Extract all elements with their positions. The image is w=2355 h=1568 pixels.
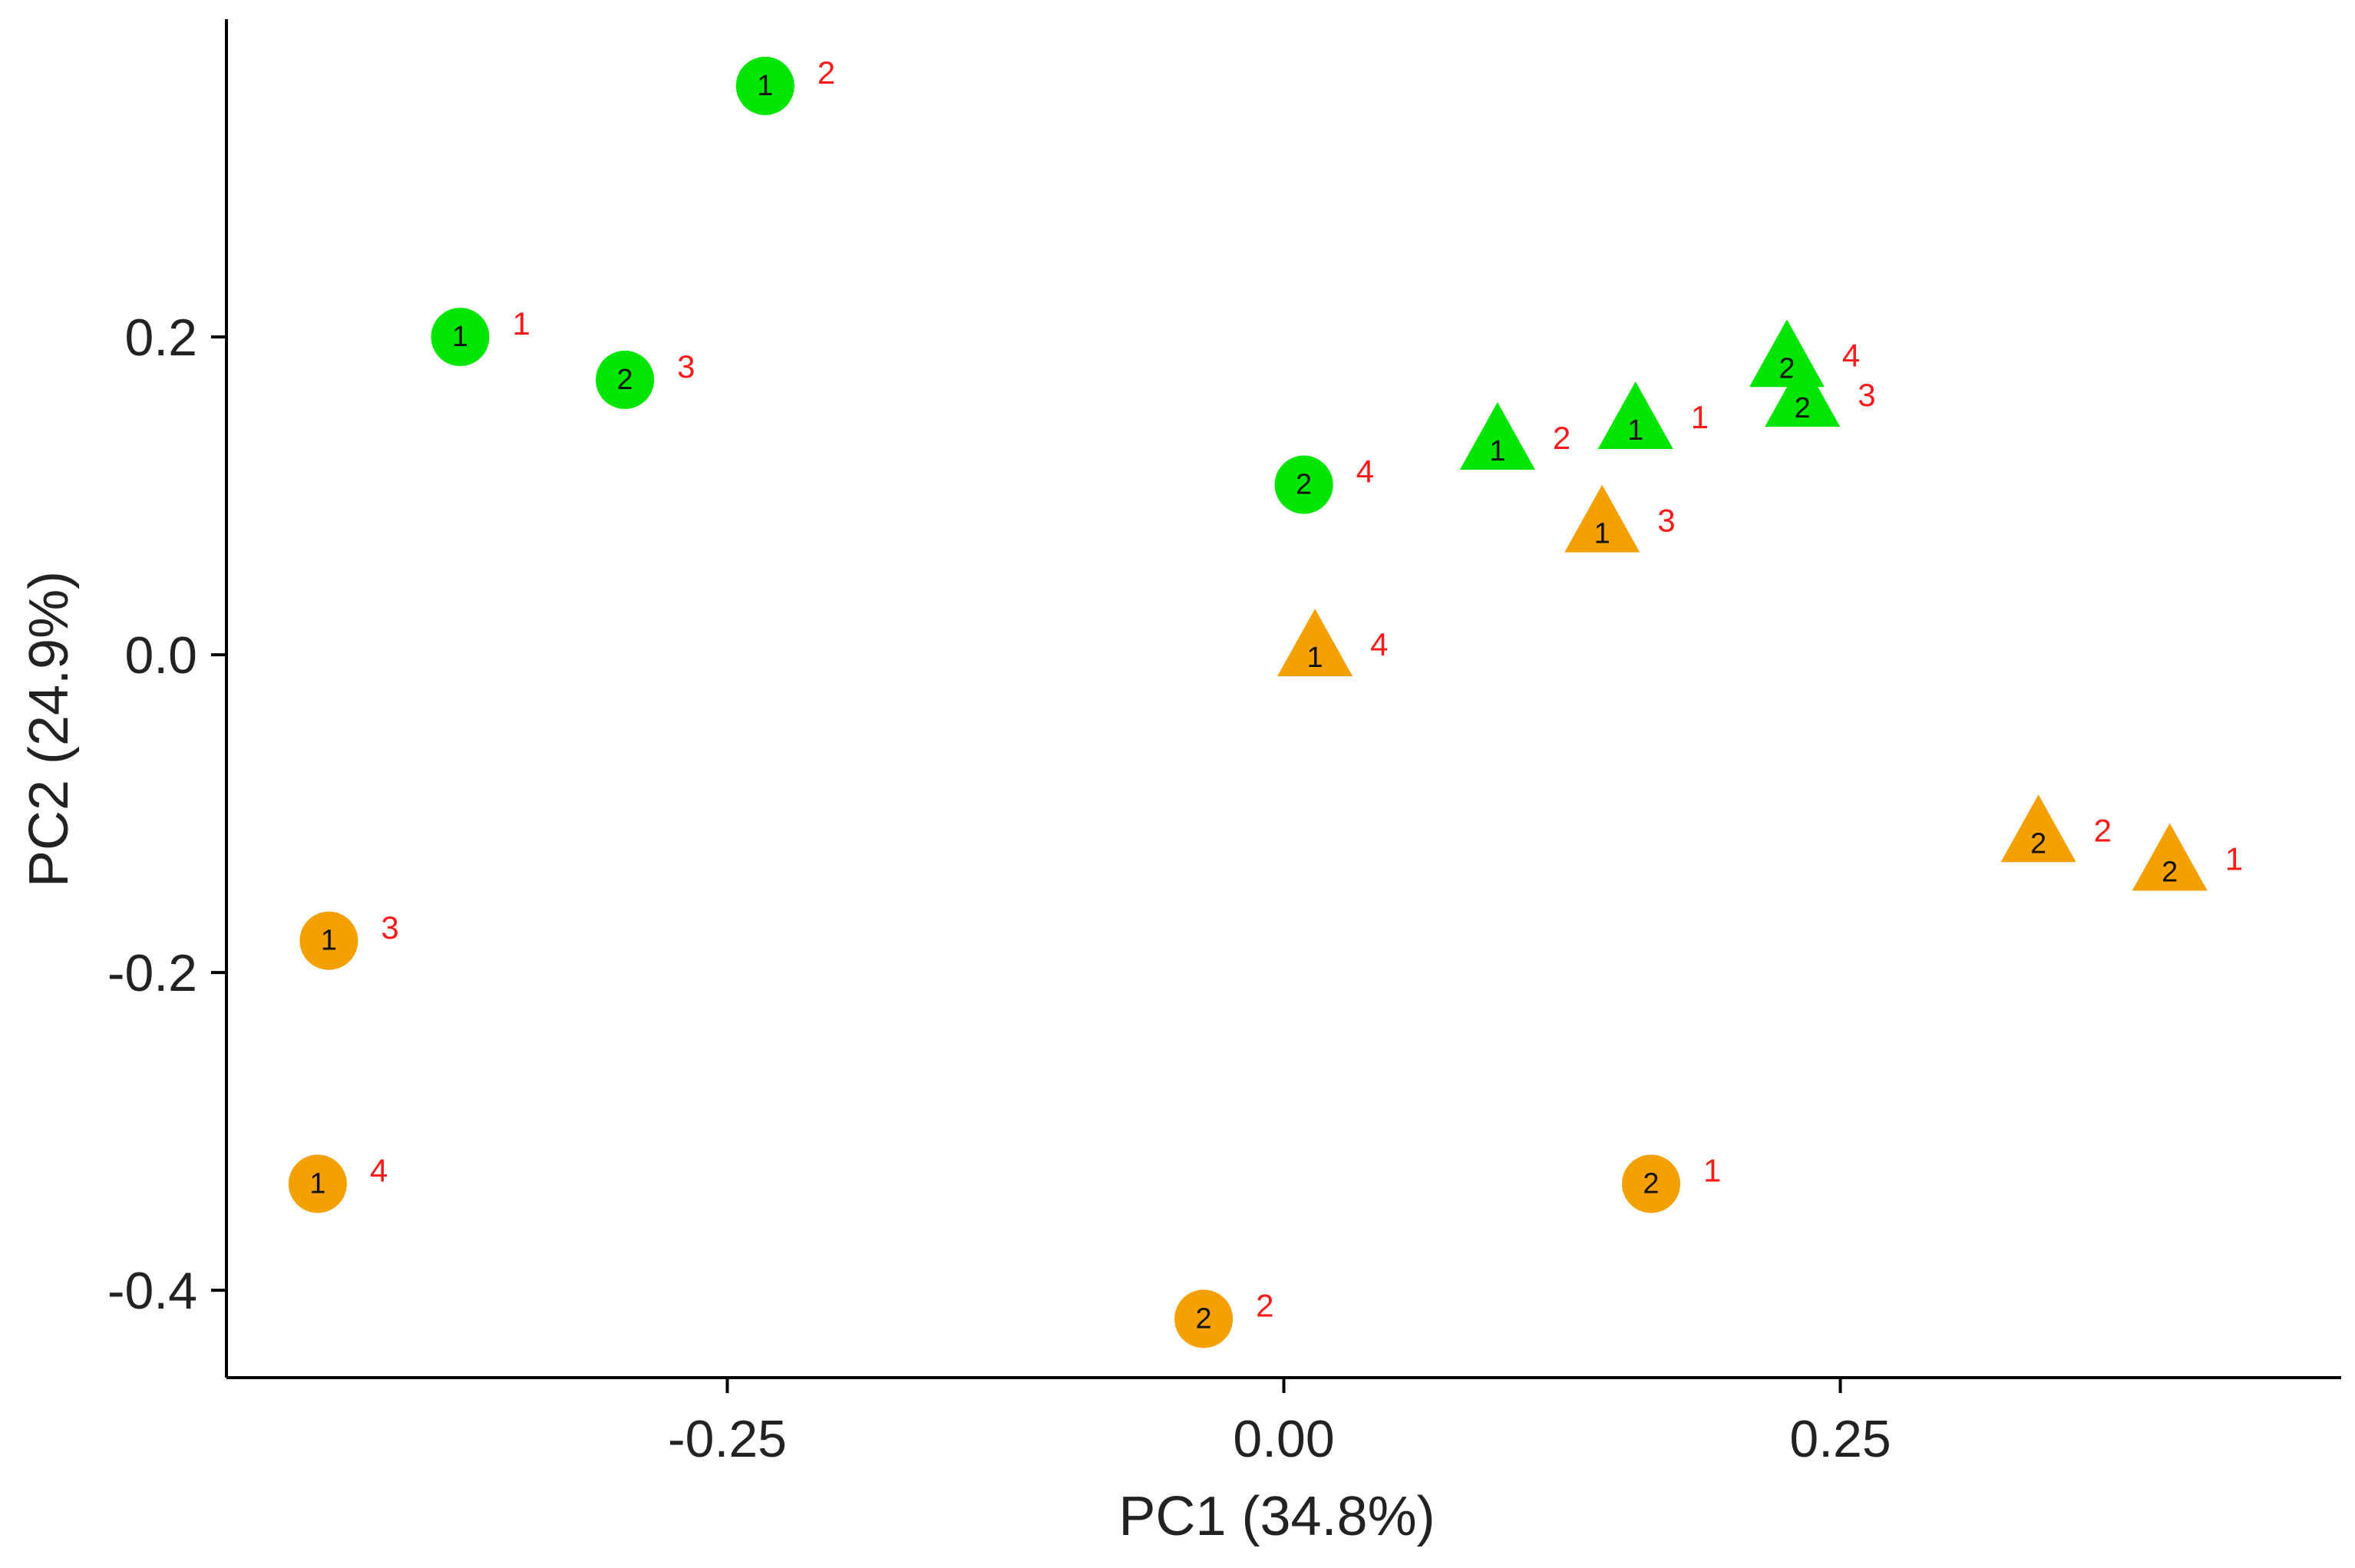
marker-id-label: 2 [617,364,633,396]
circle-marker [288,1154,347,1213]
replicate-label: 2 [2094,812,2112,848]
marker-id-label: 2 [2030,827,2046,860]
y-tick-label: -0.4 [107,1262,197,1320]
marker-id-label: 2 [1779,352,1795,385]
axes [225,19,2341,1379]
replicate-label: 1 [1703,1153,1721,1189]
replicate-label: 4 [1842,337,1860,373]
triangle-marker [2132,823,2208,891]
replicate-label: 3 [677,348,695,385]
replicate-label: 3 [1858,377,1875,413]
triangle-marker [1277,609,1353,677]
circle-marker [299,911,358,970]
x-tick-label: 0.25 [1789,1410,1891,1468]
x-tick-label: 0.00 [1233,1410,1334,1468]
circle-marker [1622,1154,1680,1213]
replicate-label: 2 [817,54,835,91]
y-tick-label: -0.2 [107,944,197,1002]
circle-marker [431,308,490,367]
marker-id-label: 1 [757,70,773,102]
triangle-marker [1459,401,1535,470]
triangle-marker [1564,484,1640,553]
replicate-label: 1 [2225,841,2243,877]
y-axis-title: PC2 (24.9%) [18,571,80,887]
marker-id-label: 2 [1643,1167,1659,1200]
circle-marker [1274,455,1333,514]
triangle-marker [1597,381,1673,450]
marker-id-label: 2 [1296,469,1312,501]
marker-id-label: 2 [2162,857,2178,889]
circle-marker [596,350,655,409]
replicate-label: 2 [1553,420,1571,456]
marker-id-label: 1 [321,925,337,957]
x-axis-title: PC1 (34.8%) [1118,1486,1435,1547]
replicate-label: 4 [1370,626,1388,662]
ticks: -0.25 0.00 0.25 0.2 0.0 -0.2 -0.4 [107,309,1891,1468]
marker-id-label: 2 [1196,1302,1212,1335]
y-tick-label: 0.0 [124,626,197,685]
marker-id-label: 1 [309,1167,325,1200]
circle-marker [735,56,794,115]
marker-id-label: 1 [1307,642,1323,674]
replicate-label: 4 [370,1153,388,1189]
circle-marker [1174,1289,1234,1348]
replicate-label: 3 [1657,503,1675,539]
data-points: 1 21 12 32 41 2 1 12 42 31 31 42 22 11 31 4 2 12 2 [288,54,2243,1348]
marker-id-label: 2 [1795,392,1811,424]
marker-id-label: 1 [1627,414,1643,447]
triangle-marker [2000,794,2076,863]
marker-id-label: 1 [1489,435,1505,467]
marker-id-label: 1 [452,321,468,353]
x-tick-label: -0.25 [668,1410,787,1468]
marker-id-label: 1 [1594,518,1610,550]
replicate-label: 3 [381,909,398,946]
y-tick-label: 0.2 [124,309,197,367]
replicate-label: 2 [1256,1287,1273,1323]
replicate-label: 1 [1691,399,1709,435]
triangle-marker [1765,359,1841,427]
replicate-label: 4 [1356,454,1374,490]
replicate-label: 1 [513,305,530,342]
